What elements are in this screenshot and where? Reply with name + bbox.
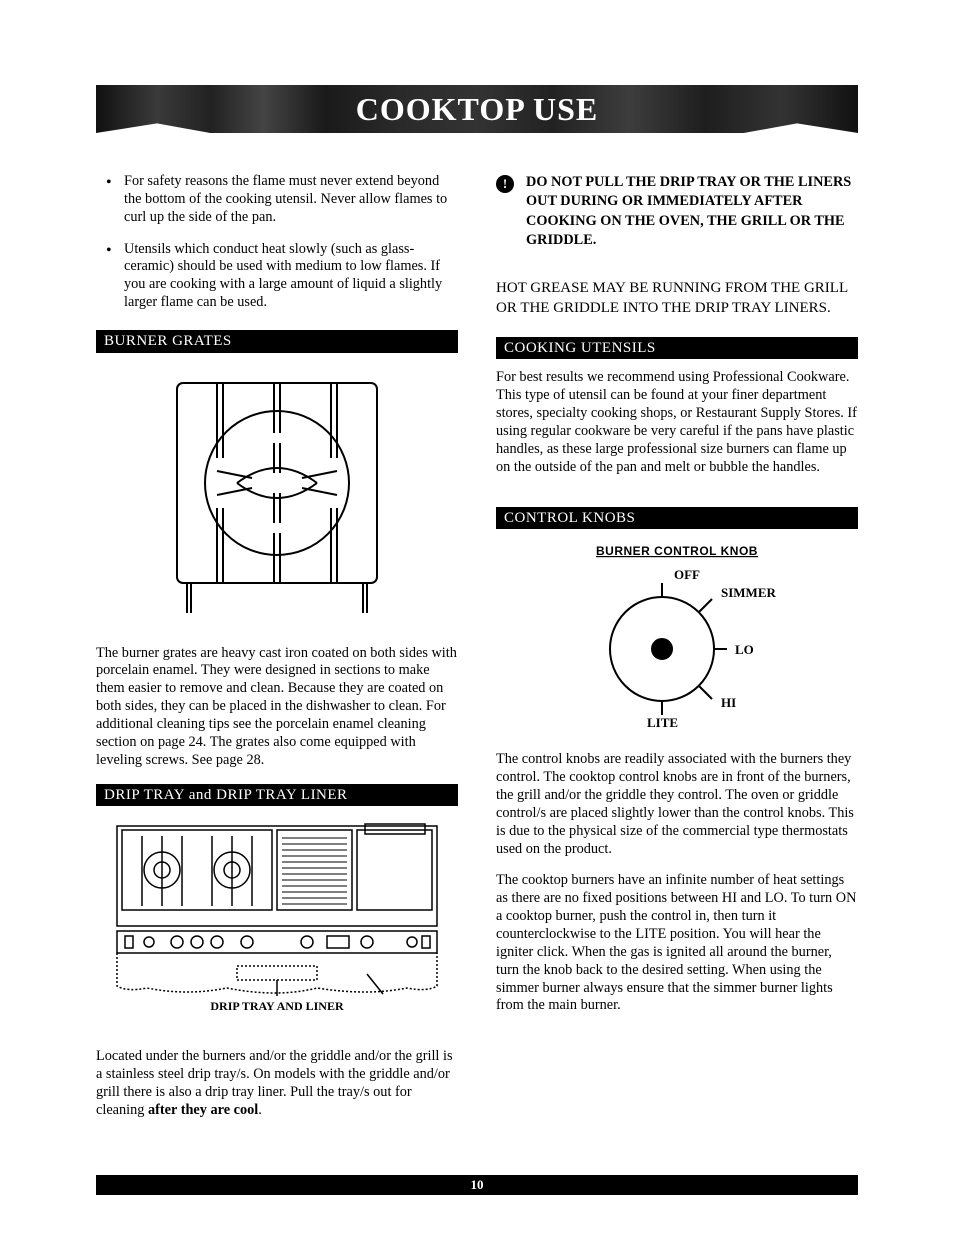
drip-tray-body: Located under the burners and/or the gri… (96, 1048, 458, 1119)
section-heading-control-knobs: CONTROL KNOBS (496, 507, 858, 530)
control-knob-icon: BURNER CONTROL KNOB OFF SIMMER LO HI LIT… (547, 539, 807, 729)
bullet-item: Utensils which conduct heat slowly (such… (96, 241, 458, 312)
knob-label-simmer: SIMMER (721, 585, 777, 600)
warning-icon: ! (496, 175, 514, 193)
knob-label-hi: HI (721, 695, 736, 710)
cooktop-icon: DRIP TRAY AND LINER (107, 816, 447, 1026)
control-knobs-body-2: The cooktop burners have an infinite num… (496, 872, 858, 1015)
drip-tray-figure: DRIP TRAY AND LINER (96, 816, 458, 1032)
page-number: 10 (471, 1177, 484, 1192)
section-heading-cooking-utensils: COOKING UTENSILS (496, 337, 858, 360)
hot-grease-text: HOT GREASE MAY BE RUNNING FROM THE GRILL… (496, 278, 858, 319)
page-title: COOKTOP USE (96, 85, 858, 133)
control-knob-figure: BURNER CONTROL KNOB OFF SIMMER LO HI LIT… (496, 539, 858, 735)
knob-label-off: OFF (674, 567, 700, 582)
section-heading-burner-grates: BURNER GRATES (96, 330, 458, 353)
safety-bullets: For safety reasons the flame must never … (96, 173, 458, 312)
left-column: For safety reasons the flame must never … (96, 173, 458, 1134)
cooking-utensils-body: For best results we recommend using Prof… (496, 369, 858, 476)
knob-label-lo: LO (735, 642, 754, 657)
knob-diagram-title: BURNER CONTROL KNOB (596, 544, 758, 558)
right-column: ! DO NOT PULL THE DRIP TRAY OR THE LINER… (496, 173, 858, 1134)
two-column-layout: For safety reasons the flame must never … (96, 173, 858, 1134)
burner-grate-figure (96, 363, 458, 629)
page-banner: COOKTOP USE (96, 85, 858, 133)
warning-callout: ! DO NOT PULL THE DRIP TRAY OR THE LINER… (496, 173, 858, 250)
knob-label-lite: LITE (647, 715, 678, 729)
page-footer: 10 (96, 1175, 858, 1195)
warning-text: DO NOT PULL THE DRIP TRAY OR THE LINERS … (526, 173, 858, 250)
burner-grates-body: The burner grates are heavy cast iron co… (96, 645, 458, 770)
control-knobs-body-1: The control knobs are readily associated… (496, 751, 858, 858)
drip-body-bold: after they are cool (148, 1102, 258, 1118)
burner-grate-icon (157, 363, 397, 623)
bullet-item: For safety reasons the flame must never … (96, 173, 458, 227)
section-heading-drip-tray: DRIP TRAY and DRIP TRAY LINER (96, 784, 458, 807)
drip-tray-label: DRIP TRAY AND LINER (210, 999, 344, 1013)
drip-body-suffix: . (258, 1102, 262, 1118)
